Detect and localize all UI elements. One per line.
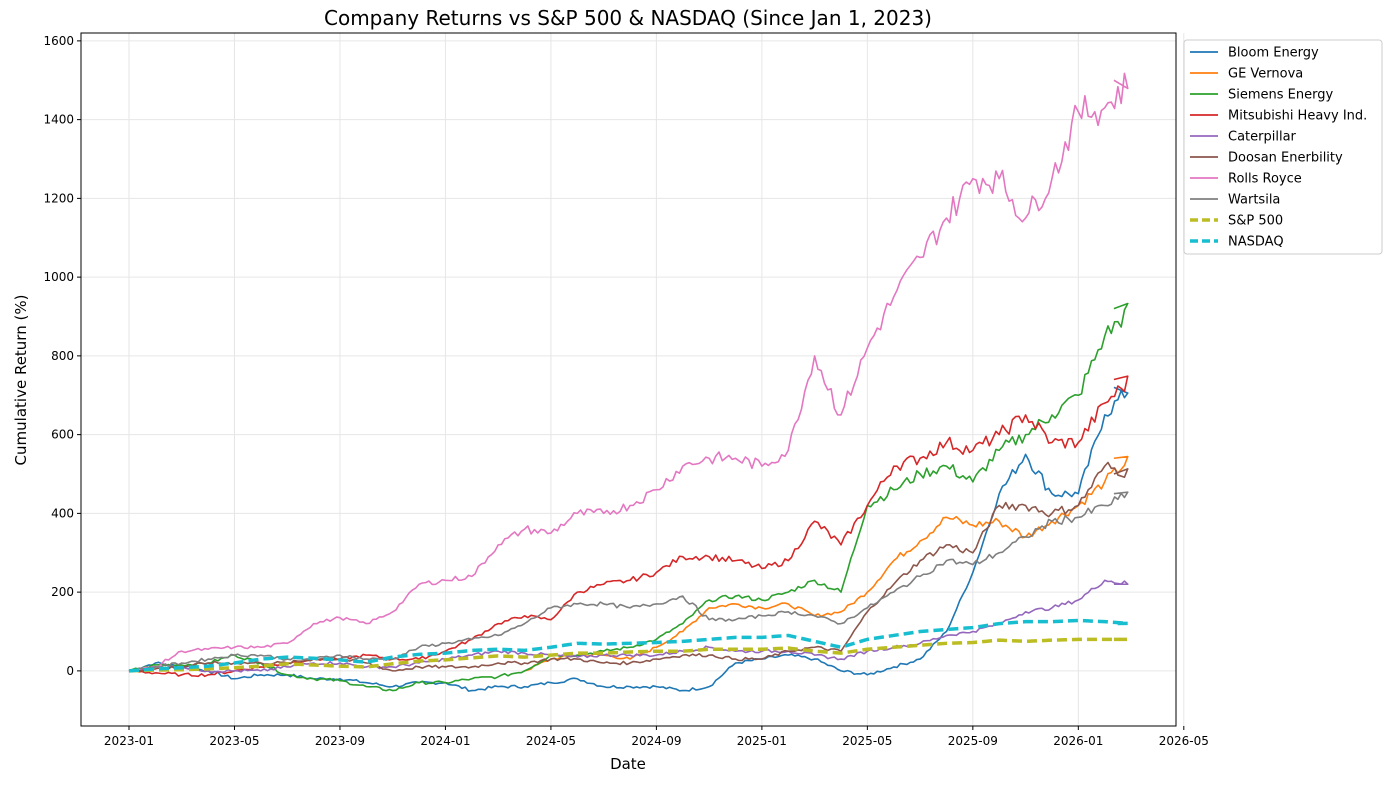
series-line-mitsubishi-heavy-ind-: [128, 375, 1129, 678]
y-tick-label: 1400: [43, 113, 74, 127]
legend-box: [1183, 39, 1383, 255]
x-tick-label: 2026-01: [1053, 734, 1103, 748]
y-tick-label: 0: [66, 664, 74, 678]
x-axis-label: Date: [610, 755, 646, 773]
legend-label: Rolls Royce: [1228, 172, 1302, 187]
series-line-nasdaq: [128, 618, 1130, 673]
x-tick-label: 2023-01: [104, 734, 154, 748]
y-tick-label: 800: [51, 349, 74, 363]
legend-label: GE Vernova: [1228, 67, 1303, 82]
legend-label: Doosan Enerbility: [1228, 151, 1343, 166]
x-tick-label: 2024-05: [526, 734, 576, 748]
plot-frame: [80, 32, 1177, 727]
legend-label: NASDAQ: [1228, 235, 1284, 250]
x-tick-label: 2026-05: [1159, 734, 1209, 748]
y-tick-label: 200: [51, 585, 74, 599]
series-line-s-p-500: [128, 637, 1130, 673]
x-tick-label: 2024-01: [420, 734, 470, 748]
y-axis-label: Cumulative Return (%): [12, 295, 30, 466]
legend: Bloom Energy GE Vernova Siemens Energy Mits…: [1183, 39, 1383, 255]
y-tick-label: 600: [51, 428, 74, 442]
x-tick-label: 2024-09: [631, 734, 681, 748]
y-tick-label: 1600: [43, 34, 74, 48]
x-tick-label: 2025-01: [737, 734, 787, 748]
legend-label: S&P 500: [1228, 214, 1283, 229]
x-tick-label: 2025-09: [948, 734, 998, 748]
legend-label: Mitsubishi Heavy Ind.: [1228, 109, 1367, 124]
y-tick-label: 1200: [43, 191, 74, 205]
y-tick-label: 400: [51, 506, 74, 520]
x-tick-label: 2025-05: [842, 734, 892, 748]
x-tick-label: 2023-09: [315, 734, 365, 748]
series-line-doosan-enerbility: [128, 461, 1129, 672]
series-line-ge-vernova: [524, 455, 1129, 672]
legend-label: Siemens Energy: [1228, 88, 1333, 103]
legend-label: Bloom Energy: [1228, 46, 1319, 61]
series-line-siemens-energy: [128, 302, 1129, 692]
x-tick-label: 2023-05: [209, 734, 259, 748]
series-line-rolls-royce: [128, 72, 1129, 673]
y-tick-label: 1000: [43, 270, 74, 284]
legend-label: Caterpillar: [1228, 130, 1297, 145]
series-line-bloom-energy: [128, 386, 1129, 692]
legend-label: Wartsila: [1228, 193, 1280, 208]
axis-ticks: 0 200 400 600 800 1000 1200 1400 1600 2023-01 2023…: [43, 34, 1208, 748]
grid: [81, 33, 1185, 726]
chart-title: Company Returns vs S&P 500 & NASDAQ (Sin…: [324, 6, 932, 30]
series-lines: [128, 72, 1130, 692]
